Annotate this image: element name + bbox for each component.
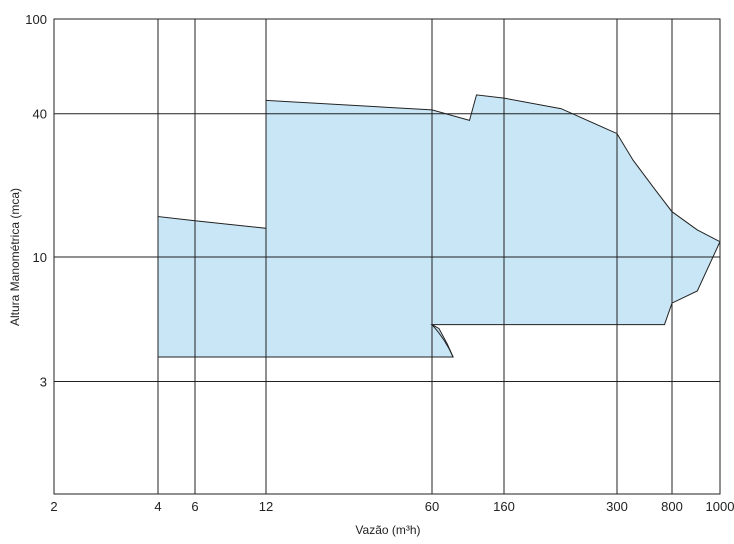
x-tick-label: 6 bbox=[191, 499, 198, 514]
capacity-region-notch bbox=[431, 324, 454, 358]
x-tick-label: 60 bbox=[425, 499, 439, 514]
y-tick-label: 10 bbox=[33, 250, 47, 265]
y-tick-label: 3 bbox=[40, 374, 47, 389]
x-tick-label: 300 bbox=[606, 499, 628, 514]
y-axis-title: Altura Manométrica (mca) bbox=[8, 188, 22, 326]
x-tick-label: 2 bbox=[50, 499, 57, 514]
x-tick-labels: 2 4 6 12 60 160 300 800 1000 bbox=[50, 499, 734, 514]
x-tick-label: 800 bbox=[661, 499, 683, 514]
x-tick-label: 1000 bbox=[706, 499, 734, 514]
x-tick-label: 12 bbox=[259, 499, 273, 514]
plot-frame bbox=[53, 18, 721, 495]
x-tick-label: 160 bbox=[493, 499, 515, 514]
y-tick-label: 100 bbox=[25, 12, 47, 27]
y-tick-label: 40 bbox=[33, 107, 47, 122]
y-tick-labels: 100 40 10 3 bbox=[25, 12, 47, 389]
x-tick-label: 4 bbox=[154, 499, 161, 514]
x-axis-title: Vazão (m³h) bbox=[355, 523, 420, 537]
grid-layer bbox=[54, 19, 720, 494]
